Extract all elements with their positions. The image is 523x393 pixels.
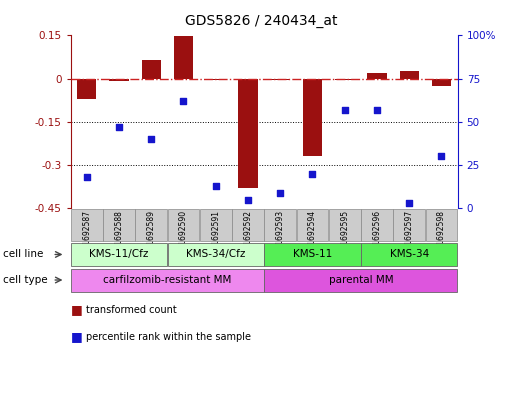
Bar <box>142 60 161 79</box>
Text: GDS5826 / 240434_at: GDS5826 / 240434_at <box>185 14 338 28</box>
Text: GSM1692598: GSM1692598 <box>437 210 446 261</box>
FancyBboxPatch shape <box>71 209 103 241</box>
Text: KMS-34/Cfz: KMS-34/Cfz <box>186 250 245 259</box>
FancyBboxPatch shape <box>393 209 425 241</box>
Bar <box>206 79 225 80</box>
Text: cell line: cell line <box>3 250 43 259</box>
FancyBboxPatch shape <box>426 209 458 241</box>
FancyBboxPatch shape <box>167 243 264 266</box>
Text: GSM1692587: GSM1692587 <box>82 210 91 261</box>
FancyBboxPatch shape <box>264 268 458 292</box>
Text: GSM1692590: GSM1692590 <box>179 210 188 261</box>
FancyBboxPatch shape <box>167 209 199 241</box>
Text: cell type: cell type <box>3 275 47 285</box>
Text: ■: ■ <box>71 330 82 343</box>
Bar <box>335 79 355 80</box>
FancyBboxPatch shape <box>329 209 361 241</box>
Text: KMS-11: KMS-11 <box>293 250 332 259</box>
Point <box>340 107 349 113</box>
Text: parental MM: parental MM <box>328 275 393 285</box>
Point <box>373 107 381 113</box>
FancyBboxPatch shape <box>135 209 167 241</box>
FancyBboxPatch shape <box>264 209 296 241</box>
Text: GSM1692592: GSM1692592 <box>244 210 253 261</box>
Point <box>83 174 91 180</box>
Text: transformed count: transformed count <box>86 305 177 314</box>
Bar <box>400 72 419 79</box>
Bar <box>238 79 258 188</box>
Text: GSM1692597: GSM1692597 <box>405 210 414 261</box>
Text: GSM1692588: GSM1692588 <box>115 210 123 261</box>
FancyBboxPatch shape <box>264 243 361 266</box>
Text: GSM1692595: GSM1692595 <box>340 210 349 261</box>
Point <box>405 200 413 206</box>
Point <box>244 196 252 203</box>
Text: GSM1692594: GSM1692594 <box>308 210 317 261</box>
Text: percentile rank within the sample: percentile rank within the sample <box>86 332 251 342</box>
Point <box>115 124 123 130</box>
Bar <box>109 79 129 81</box>
FancyBboxPatch shape <box>232 209 264 241</box>
Bar <box>432 79 451 86</box>
Point <box>179 98 188 104</box>
Bar <box>367 73 386 79</box>
Text: GSM1692593: GSM1692593 <box>276 210 285 261</box>
Text: KMS-11/Cfz: KMS-11/Cfz <box>89 250 149 259</box>
Text: KMS-34: KMS-34 <box>390 250 429 259</box>
FancyBboxPatch shape <box>71 268 264 292</box>
Point <box>211 183 220 189</box>
Point <box>437 153 446 160</box>
Bar <box>77 79 96 99</box>
Point <box>309 171 317 177</box>
FancyBboxPatch shape <box>361 209 393 241</box>
Bar <box>303 79 322 156</box>
Text: GSM1692589: GSM1692589 <box>147 210 156 261</box>
FancyBboxPatch shape <box>297 209 328 241</box>
FancyBboxPatch shape <box>361 243 458 266</box>
Bar <box>270 79 290 80</box>
Bar <box>174 36 193 79</box>
Point <box>276 189 285 196</box>
Text: carfilzomib-resistant MM: carfilzomib-resistant MM <box>103 275 232 285</box>
Text: GSM1692596: GSM1692596 <box>372 210 381 261</box>
Text: ■: ■ <box>71 303 82 316</box>
FancyBboxPatch shape <box>71 243 167 266</box>
FancyBboxPatch shape <box>200 209 232 241</box>
Text: GSM1692591: GSM1692591 <box>211 210 220 261</box>
FancyBboxPatch shape <box>103 209 135 241</box>
Point <box>147 136 155 142</box>
